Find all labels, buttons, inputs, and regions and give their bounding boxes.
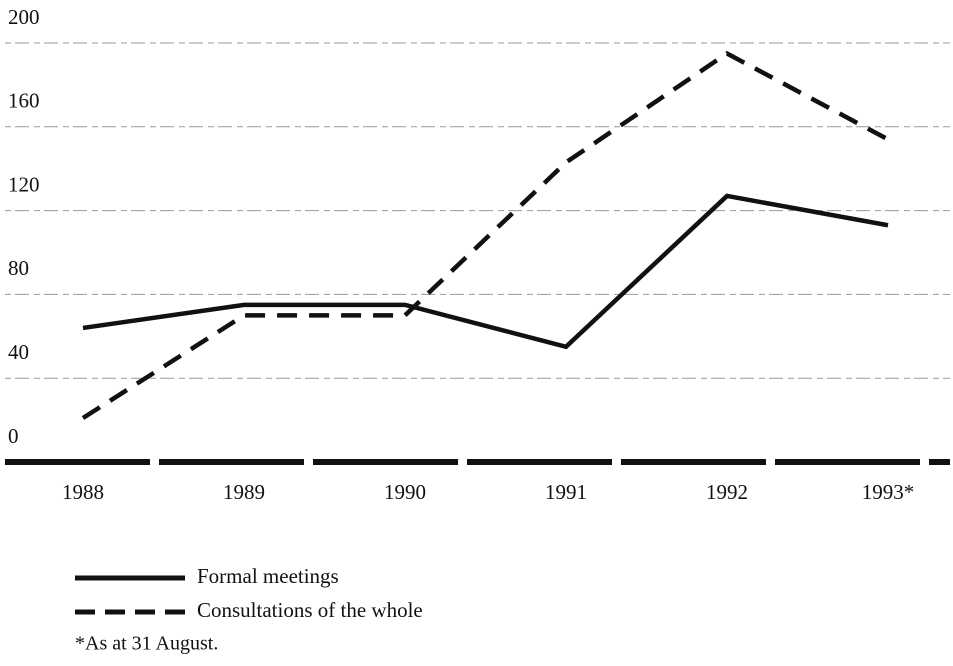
y-tick-label: 0 (8, 424, 19, 448)
x-tick-label: 1989 (223, 480, 265, 504)
x-tick-label: 1992 (706, 480, 748, 504)
y-tick-label: 160 (8, 89, 40, 113)
line-series (81, 50, 890, 420)
y-tick-label: 40 (8, 340, 29, 364)
y-tick-label: 200 (8, 5, 40, 29)
y-tick-label: 80 (8, 256, 29, 280)
x-tick-label: 1990 (384, 480, 426, 504)
legend-label: Formal meetings (197, 564, 339, 588)
x-tick-label: 1991 (545, 480, 587, 504)
x-tick-label: 1988 (62, 480, 104, 504)
line-series (82, 193, 889, 350)
note: *As at 31 August. (75, 633, 218, 655)
x-tick-label: 1993* (862, 480, 915, 504)
legend-label: Consultations of the whole (197, 598, 423, 622)
y-tick-label: 120 (8, 172, 40, 196)
